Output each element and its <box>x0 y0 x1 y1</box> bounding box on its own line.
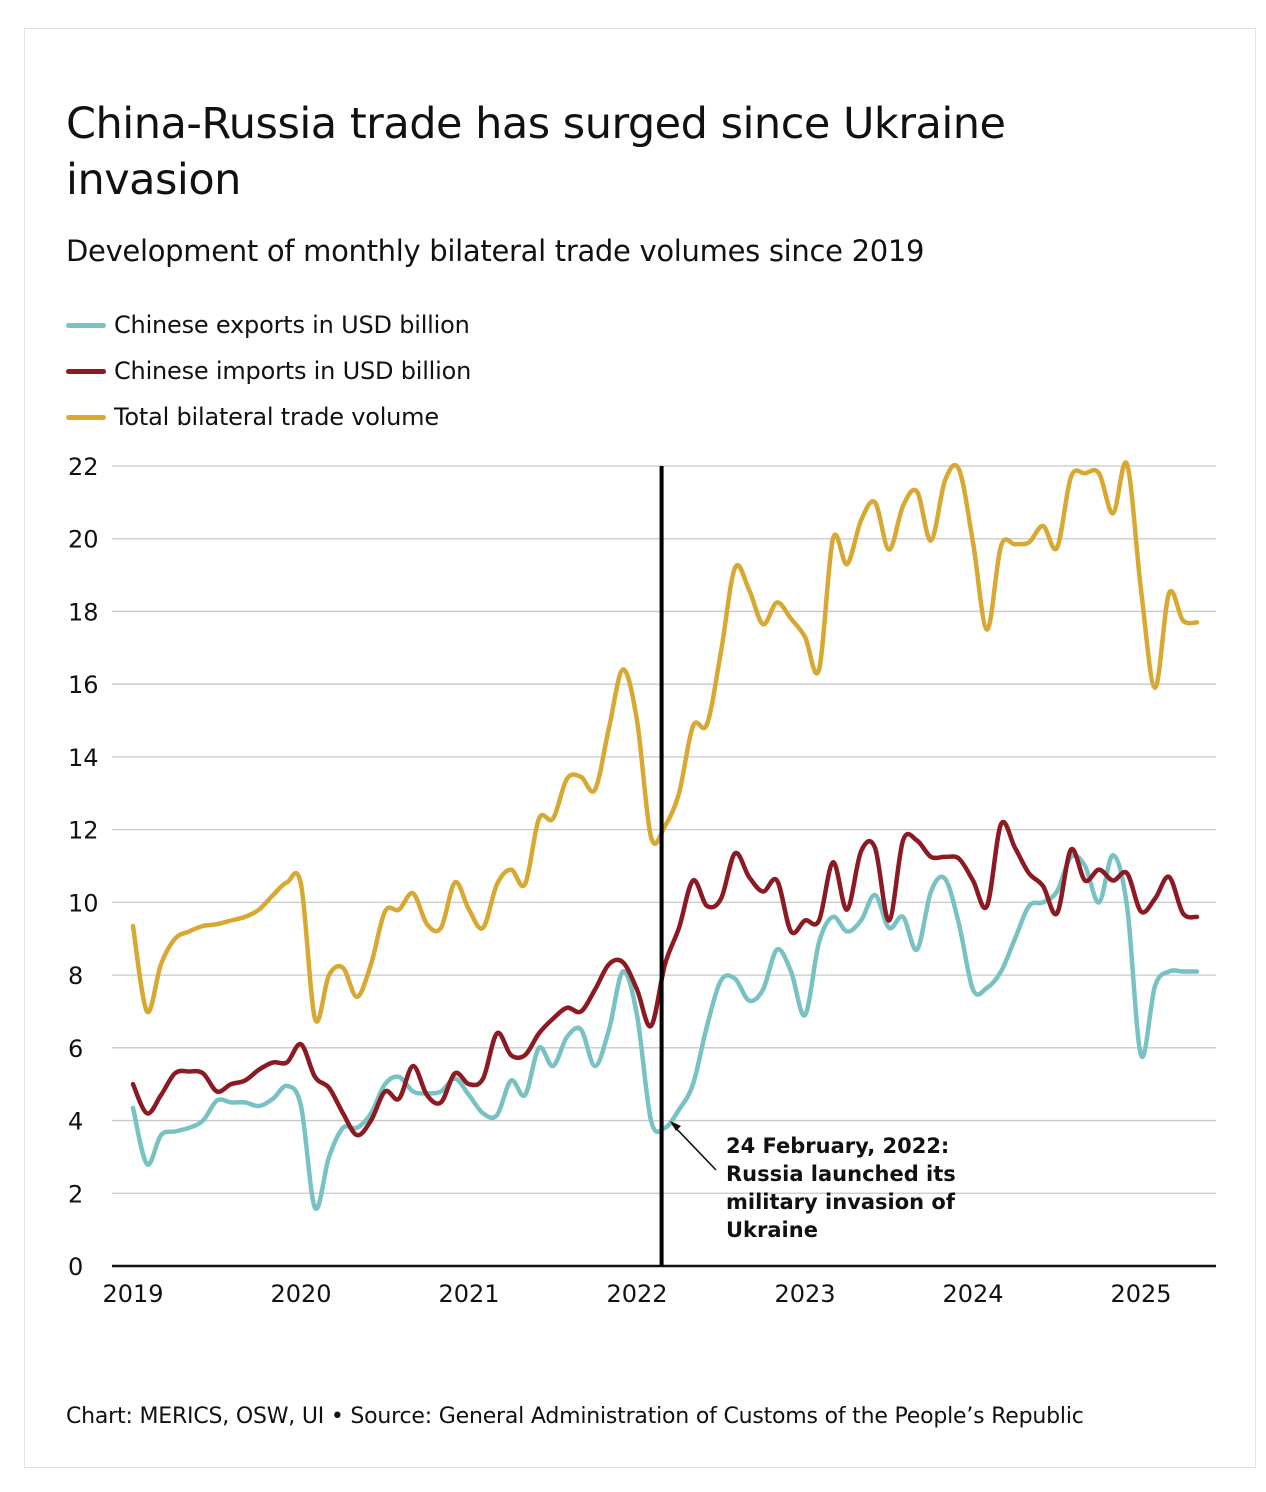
x-tick-label: 2023 <box>774 1280 835 1308</box>
annotation-pointer <box>671 1123 717 1171</box>
x-tick-label: 2024 <box>942 1280 1003 1308</box>
y-tick-label: 4 <box>68 1108 83 1136</box>
legend-label-exports: Chinese exports in USD billion <box>114 311 470 339</box>
legend-label-imports: Chinese imports in USD billion <box>114 357 472 385</box>
annotation-arrowhead <box>670 1121 681 1131</box>
y-tick-label: 0 <box>68 1253 83 1281</box>
source-footer: Chart: MERICS, OSW, UI • Source: General… <box>66 1404 1084 1429</box>
y-tick-label: 22 <box>68 453 99 481</box>
legend-swatch-total <box>66 414 106 420</box>
legend-item-exports: Chinese exports in USD billion <box>66 302 471 348</box>
chart-subtitle: Development of monthly bilateral trade v… <box>66 234 925 268</box>
legend-item-imports: Chinese imports in USD billion <box>66 348 471 394</box>
y-tick-label: 14 <box>68 744 99 772</box>
series-line-total <box>130 460 1200 1024</box>
y-tick-label: 10 <box>68 889 99 917</box>
y-tick-label: 12 <box>68 817 99 845</box>
x-tick-label: 2025 <box>1110 1280 1171 1308</box>
y-tick-label: 18 <box>68 598 99 626</box>
annotation-text-line: military invasion of <box>726 1190 956 1214</box>
annotation-text-line: Russia launched its <box>726 1162 956 1186</box>
chart-title: China-Russia trade has surged since Ukra… <box>66 99 1006 205</box>
x-tick-label: 2022 <box>606 1280 667 1308</box>
legend-swatch-imports <box>66 368 106 374</box>
annotation-text-line: 24 February, 2022: <box>726 1134 949 1158</box>
x-tick-label: 2021 <box>438 1280 499 1308</box>
series-line-exports <box>130 852 1200 1211</box>
legend: Chinese exports in USD billion Chinese i… <box>66 302 471 440</box>
annotation-text-line: Ukraine <box>726 1218 818 1242</box>
x-tick-label: 2019 <box>102 1280 163 1308</box>
y-tick-label: 2 <box>68 1180 83 1208</box>
legend-item-total: Total bilateral trade volume <box>66 394 471 440</box>
y-tick-label: 6 <box>68 1035 83 1063</box>
series-line-imports <box>130 819 1200 1138</box>
y-tick-label: 20 <box>68 526 99 554</box>
legend-label-total: Total bilateral trade volume <box>114 403 439 431</box>
y-tick-label: 8 <box>68 962 83 990</box>
y-tick-label: 16 <box>68 671 99 699</box>
x-tick-label: 2020 <box>270 1280 331 1308</box>
chart-card <box>24 28 1256 1468</box>
legend-swatch-exports <box>66 322 106 328</box>
